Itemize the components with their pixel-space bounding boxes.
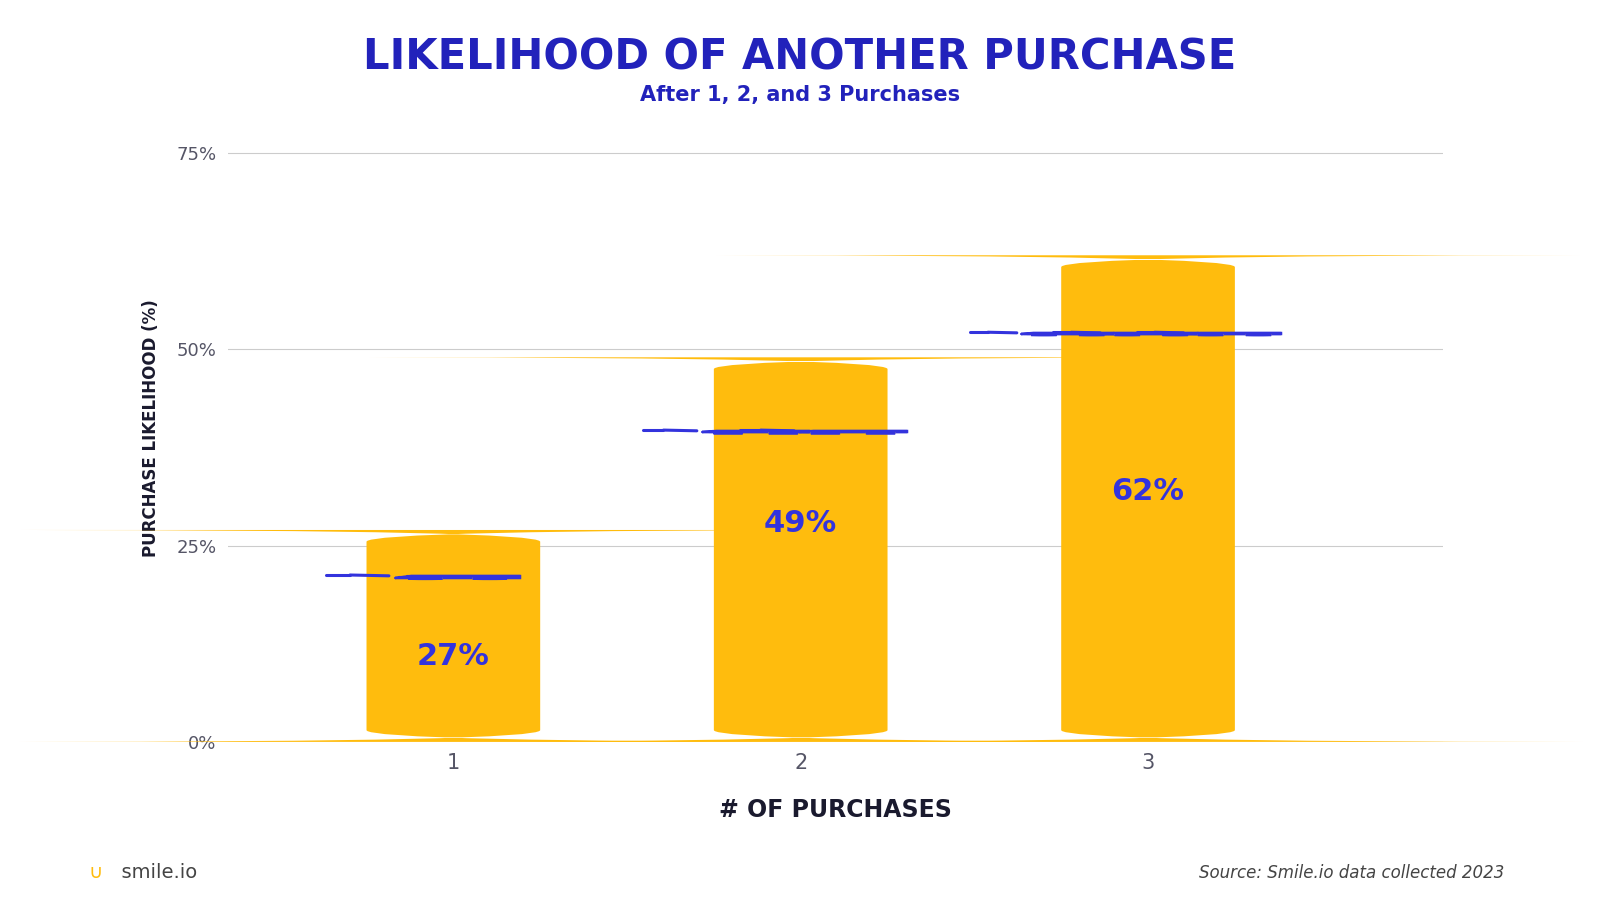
Polygon shape: [1104, 333, 1198, 334]
Y-axis label: PURCHASE LIKELIHOOD (%): PURCHASE LIKELIHOOD (%): [142, 299, 160, 557]
Text: After 1, 2, and 3 Purchases: After 1, 2, and 3 Purchases: [640, 86, 960, 105]
Text: 49%: 49%: [765, 508, 837, 538]
Polygon shape: [800, 431, 907, 432]
FancyBboxPatch shape: [19, 530, 888, 742]
Text: Source: Smile.io data collected 2023: Source: Smile.io data collected 2023: [1198, 864, 1504, 882]
Text: smile.io: smile.io: [109, 863, 197, 883]
FancyBboxPatch shape: [366, 357, 1235, 742]
Polygon shape: [1189, 333, 1282, 334]
X-axis label: # OF PURCHASES: # OF PURCHASES: [718, 798, 952, 822]
Text: 27%: 27%: [418, 643, 490, 671]
FancyBboxPatch shape: [714, 256, 1582, 742]
Polygon shape: [395, 576, 520, 578]
Text: ∪: ∪: [90, 863, 102, 883]
Polygon shape: [1021, 333, 1114, 334]
Polygon shape: [702, 431, 810, 432]
Text: LIKELIHOOD OF ANOTHER PURCHASE: LIKELIHOOD OF ANOTHER PURCHASE: [363, 36, 1237, 78]
Text: 62%: 62%: [1112, 477, 1184, 507]
